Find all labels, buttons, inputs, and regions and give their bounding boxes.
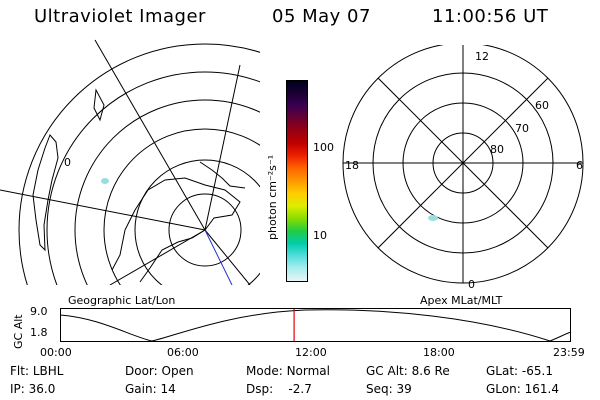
dsp-status: Dsp: -2.7	[246, 382, 312, 396]
time-tick-2359: 23:59	[553, 346, 585, 359]
mlt-label-12: 12	[475, 50, 489, 63]
mlt-label-0: 0	[468, 278, 475, 291]
coastline	[111, 177, 241, 283]
colorbar-tick-10: 10	[313, 229, 327, 242]
coastline	[93, 88, 105, 122]
aurora-emission	[101, 178, 109, 184]
time-tick-1200: 12:00	[295, 346, 327, 359]
filter-status: Flt: LBHL	[10, 364, 64, 378]
apex-mlt-plot: 12 0 18 6 60 70 80	[342, 45, 584, 291]
meridian-line	[204, 229, 251, 285]
gain-status: Gain: 14	[125, 382, 176, 396]
latitude-circle	[74, 99, 260, 285]
geographic-map: 0	[0, 39, 260, 285]
altitude-curve	[60, 309, 572, 342]
latitude-circle	[103, 128, 260, 285]
mlat-label-60: 60	[535, 99, 549, 112]
glon-status: GLon: 161.4	[486, 382, 559, 396]
time-tick-0000: 00:00	[40, 346, 72, 359]
altitude-plot	[60, 308, 572, 342]
altitude-tick-1-8: 1.8	[30, 326, 48, 339]
meridian-line	[0, 189, 206, 231]
map-mark-label: 0	[64, 156, 71, 169]
image-date: 05 May 07	[272, 6, 371, 27]
time-tick-0600: 06:00	[167, 346, 199, 359]
meridian-line	[204, 64, 241, 231]
mlt-line	[377, 77, 549, 249]
mlt-label-18: 18	[345, 159, 359, 172]
latitude-circle	[18, 43, 260, 285]
coastline	[199, 161, 246, 189]
geo-panel-label: Geographic Lat/Lon	[68, 294, 176, 307]
image-time: 11:00:56 UT	[432, 6, 549, 27]
door-status: Door: Open	[125, 364, 194, 378]
mode-status: Mode: Normal	[246, 364, 330, 378]
meridian-line	[94, 39, 206, 231]
time-tick-1800: 18:00	[423, 346, 455, 359]
colorbar-tick-100: 100	[313, 141, 334, 154]
aurora-emission	[428, 215, 438, 221]
instrument-title: Ultraviolet Imager	[34, 6, 206, 27]
latitude-circle	[46, 71, 260, 285]
latitude-circle	[134, 159, 260, 285]
ip-status: IP: 36.0	[10, 382, 56, 396]
colorbar	[286, 80, 308, 282]
latitude-circle	[168, 193, 242, 267]
mlat-label-80: 80	[490, 143, 504, 156]
mlat-label-70: 70	[515, 122, 529, 135]
altitude-tick-9: 9.0	[30, 305, 48, 318]
altitude-plot-frame	[60, 308, 571, 342]
colorbar-unit-label: photon cm⁻²s⁻¹	[266, 154, 279, 240]
gc-altitude-status: GC Alt: 8.6 Re	[366, 364, 450, 378]
sequence-status: Seq: 39	[366, 382, 412, 396]
mag-panel-label: Apex MLat/MLT	[420, 294, 503, 307]
altitude-axis-label: GC Alt	[12, 314, 25, 349]
terminator-line	[204, 229, 233, 285]
glat-status: GLat: -65.1	[486, 364, 553, 378]
coastline	[32, 134, 59, 252]
mlt-label-6: 6	[576, 159, 583, 172]
